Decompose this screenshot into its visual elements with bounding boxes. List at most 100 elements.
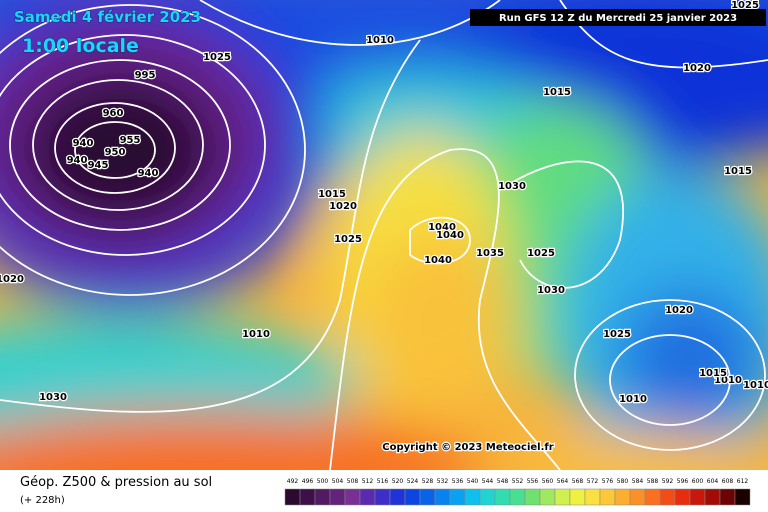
scale-swatch xyxy=(359,488,376,506)
scale-label: 496 xyxy=(302,478,314,485)
footer-title: Géop. Z500 & pression au sol xyxy=(20,475,212,490)
scale-label: 552 xyxy=(512,478,524,485)
scale-label: 508 xyxy=(347,478,359,485)
isobar-label: 1015 xyxy=(724,166,752,177)
scale-label: 548 xyxy=(497,478,509,485)
isobar-label: 1010 xyxy=(366,35,394,46)
scale-label: 580 xyxy=(617,478,629,485)
scale-swatch xyxy=(629,488,646,506)
scale-label: 504 xyxy=(332,478,344,485)
scale-label: 568 xyxy=(572,478,584,485)
isobar-label: 1020 xyxy=(683,63,711,74)
run-box xyxy=(470,9,766,26)
scale-label: 596 xyxy=(677,478,689,485)
scale-label: 520 xyxy=(392,478,404,485)
scale-swatch xyxy=(554,488,571,506)
isobar-label: 940 xyxy=(67,155,88,166)
scale-swatch xyxy=(734,488,751,506)
scale-label: 492 xyxy=(287,478,299,485)
isobar-label: 1040 xyxy=(436,230,464,241)
scale-swatch xyxy=(299,488,316,506)
scale-swatch xyxy=(449,488,466,506)
scale-label: 592 xyxy=(662,478,674,485)
run-info: Run GFS 12 Z du Mercredi 25 janvier 2023 xyxy=(499,13,737,24)
scale-swatch xyxy=(464,488,481,506)
scale-label: 556 xyxy=(527,478,539,485)
isobar-label: 960 xyxy=(103,108,124,119)
scale-swatch xyxy=(704,488,721,506)
scale-swatch xyxy=(524,488,541,506)
scale-label: 560 xyxy=(542,478,554,485)
isobar-label: 1015 xyxy=(318,189,346,200)
scale-swatch xyxy=(419,488,436,506)
scale-swatch xyxy=(584,488,601,506)
scale-swatch xyxy=(434,488,451,506)
scale-swatch xyxy=(344,488,361,506)
copyright: Copyright © 2023 Meteociel.fr xyxy=(382,442,553,453)
scale-swatch xyxy=(329,488,346,506)
scale-swatch xyxy=(389,488,406,506)
scale-swatch xyxy=(374,488,391,506)
isobar-label: 1010 xyxy=(619,394,647,405)
scale-swatch xyxy=(644,488,661,506)
scale-swatch xyxy=(539,488,556,506)
scale-label: 540 xyxy=(467,478,479,485)
scale-label: 516 xyxy=(377,478,389,485)
scale-swatch xyxy=(599,488,616,506)
scale-label: 588 xyxy=(647,478,659,485)
scale-label: 612 xyxy=(737,478,749,485)
scale-swatch xyxy=(284,488,301,506)
scale-label: 600 xyxy=(692,478,704,485)
isobar-label: 995 xyxy=(135,70,156,81)
scale-swatch xyxy=(674,488,691,506)
isobar-label: 1035 xyxy=(476,248,504,259)
color-scale: 492 496 500 504 508 512 516 520 524 528 532 536 540 5… xyxy=(284,478,751,506)
isobar-label: 1020 xyxy=(329,201,357,212)
scale-label: 584 xyxy=(632,478,644,485)
isobar-label: 1020 xyxy=(665,305,693,316)
scale-swatch xyxy=(509,488,526,506)
isobar-label: 1020 xyxy=(0,274,24,285)
isobar-label: 1010 xyxy=(242,329,270,340)
scale-label: 576 xyxy=(602,478,614,485)
scale-label: 544 xyxy=(482,478,494,485)
isobar-label: 1010 xyxy=(714,375,742,386)
scale-swatch xyxy=(719,488,736,506)
isobar-label: 940 xyxy=(73,138,94,149)
scale-swatch xyxy=(614,488,631,506)
scale-label: 536 xyxy=(452,478,464,485)
isobar-label: 945 xyxy=(88,160,109,171)
forecast-time: 1:00 locale xyxy=(22,35,139,57)
isobar-label: 1040 xyxy=(424,255,452,266)
isobar-label: 1015 xyxy=(543,87,571,98)
footer-lead: (+ 228h) xyxy=(20,495,65,506)
isobar-label: 1015 xyxy=(699,368,727,379)
scale-label: 572 xyxy=(587,478,599,485)
scale-swatch xyxy=(479,488,496,506)
isobar-label: 1030 xyxy=(39,392,67,403)
scale-label: 564 xyxy=(557,478,569,485)
scale-label: 608 xyxy=(722,478,734,485)
isobar-label: 955 xyxy=(120,135,141,146)
scale-swatch xyxy=(689,488,706,506)
isobar-label: 1025 xyxy=(527,248,555,259)
isobar-label: 1025 xyxy=(603,329,631,340)
scale-label: 512 xyxy=(362,478,374,485)
scale-swatch xyxy=(569,488,586,506)
scale-label: 604 xyxy=(707,478,719,485)
isobar-label: 1040 xyxy=(428,222,456,233)
isobar-label: 1010 xyxy=(743,380,768,391)
isobar-label: 950 xyxy=(105,147,126,158)
scale-label: 500 xyxy=(317,478,329,485)
isobar-label: 1025 xyxy=(334,234,362,245)
scale-swatch xyxy=(494,488,511,506)
scale-swatch xyxy=(314,488,331,506)
isobar-label: 1030 xyxy=(537,285,565,296)
scale-label: 532 xyxy=(437,478,449,485)
scale-swatch xyxy=(659,488,676,506)
isobar-label: 1025 xyxy=(203,52,231,63)
forecast-date: Samedi 4 février 2023 xyxy=(14,8,201,26)
